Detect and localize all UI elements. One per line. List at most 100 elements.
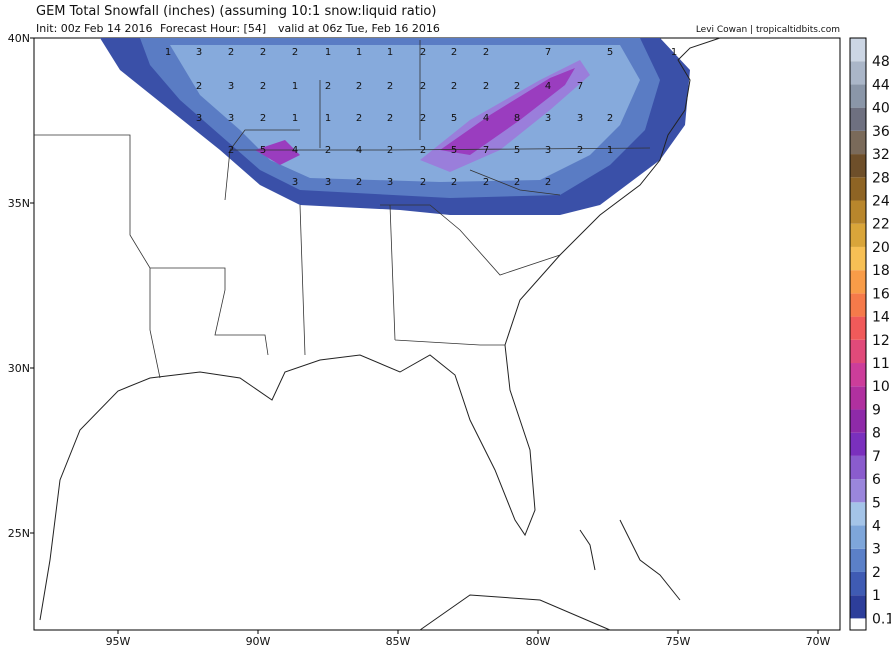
contour-label: 2 xyxy=(387,145,393,156)
lon-label: 80W xyxy=(526,635,551,648)
colorbar-label: 11 xyxy=(872,356,890,372)
colorbar: 0.11234567891011121416182022242832364044… xyxy=(849,37,891,631)
contour-label: 2 xyxy=(514,81,520,92)
colorbar-swatch xyxy=(850,246,866,271)
contour-label: 2 xyxy=(356,113,362,124)
state-borders xyxy=(34,40,651,379)
colorbar-swatch xyxy=(850,502,866,526)
contour-label: 2 xyxy=(514,177,520,188)
colorbar-label: 4 xyxy=(872,519,881,535)
lon-label: 70W xyxy=(806,635,831,648)
colorbar-swatch xyxy=(850,525,866,549)
contour-label: 2 xyxy=(356,177,362,188)
lat-label: 30N xyxy=(8,362,30,375)
colorbar-label: 6 xyxy=(872,472,881,488)
colorbar-label: 10 xyxy=(872,379,890,395)
lat-label: 40N xyxy=(8,32,30,45)
contour-label: 2 xyxy=(420,145,426,156)
credit: Levi Cowan | tropicaltidbits.com xyxy=(696,25,840,35)
colorbar-swatch xyxy=(850,107,866,131)
colorbar-swatch xyxy=(850,223,866,247)
contour-label: 2 xyxy=(228,145,234,156)
colorbar-label: 7 xyxy=(872,449,881,465)
contour-label: 7 xyxy=(577,81,583,92)
contour-label: 5 xyxy=(451,113,457,124)
lon-label: 90W xyxy=(246,635,271,648)
colorbar-label: 5 xyxy=(872,495,881,511)
lat-label: 35N xyxy=(8,197,30,210)
contour-label: 2 xyxy=(356,81,362,92)
colorbar-frame xyxy=(849,37,867,631)
colorbar-label: 9 xyxy=(872,402,881,418)
colorbar-label: 20 xyxy=(872,240,890,256)
contour-label: 4 xyxy=(545,81,551,92)
contour-label: 2 xyxy=(607,113,613,124)
colorbar-label: 24 xyxy=(872,194,890,210)
contour-label: 1 xyxy=(325,113,331,124)
contour-label: 1 xyxy=(292,81,298,92)
contour-label: 1 xyxy=(671,47,677,58)
colorbar-label: 14 xyxy=(872,310,890,326)
colorbar-swatch xyxy=(850,386,866,410)
colorbar-swatch xyxy=(850,595,866,619)
lon-label: 85W xyxy=(386,635,411,648)
colorbar-label: 18 xyxy=(872,263,890,279)
colorbar-label: 40 xyxy=(872,101,890,117)
colorbar-label: 22 xyxy=(872,217,890,233)
valid-time: valid at 06z Tue, Feb 16 2016 xyxy=(278,22,440,35)
contour-label: 5 xyxy=(451,145,457,156)
colorbar-label: 0.1 xyxy=(872,611,891,627)
contour-label: 2 xyxy=(260,47,266,58)
contour-label: 2 xyxy=(325,145,331,156)
colorbar-swatch xyxy=(850,339,866,364)
colorbar-label: 28 xyxy=(872,170,890,186)
contour-label: 1 xyxy=(325,47,331,58)
colorbar-swatch xyxy=(850,84,866,108)
contour-label: 3 xyxy=(196,113,202,124)
colorbar-label: 44 xyxy=(872,77,890,93)
contour-label: 7 xyxy=(483,145,489,156)
contour-label: 3 xyxy=(387,177,393,188)
colorbar-swatch xyxy=(850,432,866,456)
contour-label: 3 xyxy=(292,177,298,188)
colorbar-swatch xyxy=(850,571,866,596)
colorbar-label: 1 xyxy=(872,588,881,604)
contour-label: 2 xyxy=(228,47,234,58)
contour-label: 7 xyxy=(545,47,551,58)
colorbar-swatch xyxy=(850,38,866,62)
colorbar-label: 36 xyxy=(872,124,890,140)
init: Init: 00z Feb 14 2016 xyxy=(36,22,153,35)
contour-label: 2 xyxy=(451,47,457,58)
contour-labels: 1 3 2 2 2 1 1 1 2 2 2 7 5 1 2 3 2 1 2 2 2 2 2 2 2 4 7 3 3 2 1 1 2 2 2 5 4 8 3 3… xyxy=(165,47,677,188)
contour-label: 2 xyxy=(420,47,426,58)
contour-label: 1 xyxy=(607,145,613,156)
contour-label: 1 xyxy=(387,47,393,58)
contour-label: 2 xyxy=(577,145,583,156)
contour-label: 4 xyxy=(356,145,362,156)
contour-label: 2 xyxy=(483,47,489,58)
colorbar-swatch xyxy=(850,154,866,178)
contour-label: 3 xyxy=(228,81,234,92)
lon-label: 95W xyxy=(106,635,131,648)
colorbar-swatch xyxy=(850,61,866,85)
colorbar-label: 48 xyxy=(872,54,890,70)
contour-label: 2 xyxy=(483,177,489,188)
axis-labels: 40N 35N 30N 25N 95W 90W 85W 80W 75W 70W xyxy=(8,32,831,648)
coastline xyxy=(39,37,721,631)
contour-label: 2 xyxy=(387,113,393,124)
contour-label: 2 xyxy=(545,177,551,188)
contour-label: 4 xyxy=(292,145,298,156)
contour-label: 2 xyxy=(196,81,202,92)
contour-label: 3 xyxy=(325,177,331,188)
colorbar-swatch xyxy=(850,363,866,387)
contour-label: 3 xyxy=(196,47,202,58)
contour-label: 2 xyxy=(292,47,298,58)
contour-label: 2 xyxy=(260,81,266,92)
contour-label: 2 xyxy=(483,81,489,92)
snow-field xyxy=(100,38,690,215)
contour-label: 1 xyxy=(292,113,298,124)
colorbar-label: 3 xyxy=(872,542,881,558)
contour-label: 1 xyxy=(165,47,171,58)
colorbar-swatch xyxy=(850,316,866,340)
